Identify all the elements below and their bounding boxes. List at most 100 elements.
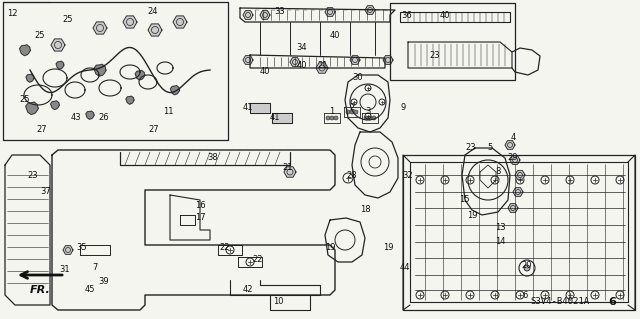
- Text: 23: 23: [466, 144, 476, 152]
- Text: 11: 11: [163, 108, 173, 116]
- Polygon shape: [365, 6, 375, 14]
- Text: 30: 30: [353, 73, 364, 83]
- Text: 16: 16: [195, 201, 205, 210]
- Text: 27: 27: [148, 125, 159, 135]
- Text: 13: 13: [495, 224, 506, 233]
- Polygon shape: [260, 11, 270, 19]
- Text: 2: 2: [349, 103, 355, 113]
- Text: 19: 19: [467, 211, 477, 219]
- Text: 23: 23: [429, 50, 440, 60]
- Text: 23: 23: [28, 170, 38, 180]
- Polygon shape: [123, 16, 137, 28]
- Text: 42: 42: [243, 286, 253, 294]
- Polygon shape: [93, 22, 107, 34]
- Text: 19: 19: [324, 243, 335, 253]
- Polygon shape: [49, 99, 61, 111]
- Text: 34: 34: [297, 43, 307, 53]
- Text: 12: 12: [7, 10, 17, 19]
- Text: 21: 21: [317, 61, 328, 70]
- Text: 32: 32: [403, 170, 413, 180]
- Text: 44: 44: [400, 263, 410, 272]
- Polygon shape: [383, 56, 393, 64]
- Polygon shape: [350, 56, 360, 64]
- Text: 25: 25: [63, 16, 73, 25]
- Text: 22: 22: [253, 256, 263, 264]
- Polygon shape: [170, 85, 180, 95]
- Text: 41: 41: [243, 103, 253, 113]
- Circle shape: [346, 110, 350, 114]
- Polygon shape: [19, 45, 31, 56]
- Text: 28: 28: [347, 170, 357, 180]
- Text: 26: 26: [99, 114, 109, 122]
- Text: 20: 20: [522, 261, 532, 270]
- Text: 1: 1: [330, 108, 335, 116]
- Text: 6: 6: [522, 291, 528, 300]
- Polygon shape: [325, 8, 335, 16]
- Text: 25: 25: [35, 32, 45, 41]
- Text: 19: 19: [383, 243, 393, 253]
- Polygon shape: [290, 58, 300, 66]
- Text: 14: 14: [495, 238, 505, 247]
- Text: 15: 15: [459, 196, 469, 204]
- Circle shape: [354, 110, 358, 114]
- Text: 18: 18: [360, 205, 371, 214]
- Polygon shape: [86, 111, 95, 119]
- Circle shape: [364, 116, 368, 120]
- Text: 43: 43: [70, 114, 81, 122]
- Text: 39: 39: [99, 278, 109, 286]
- Polygon shape: [95, 65, 106, 75]
- Text: 45: 45: [84, 286, 95, 294]
- Text: 38: 38: [207, 153, 218, 162]
- Text: 40: 40: [440, 11, 451, 19]
- Text: 27: 27: [36, 125, 47, 135]
- Text: 8: 8: [495, 167, 500, 176]
- Polygon shape: [126, 96, 134, 104]
- Text: 22: 22: [220, 243, 230, 253]
- Text: 41: 41: [269, 114, 280, 122]
- Circle shape: [372, 116, 376, 120]
- Circle shape: [326, 116, 330, 120]
- Text: 5: 5: [488, 144, 493, 152]
- Polygon shape: [284, 167, 296, 177]
- Polygon shape: [173, 16, 187, 28]
- Polygon shape: [272, 113, 292, 123]
- Text: 36: 36: [402, 11, 412, 19]
- Text: 7: 7: [92, 263, 98, 272]
- Text: 10: 10: [273, 298, 284, 307]
- Polygon shape: [27, 103, 37, 113]
- Text: FR.: FR.: [29, 285, 51, 295]
- Text: 9: 9: [401, 103, 406, 113]
- Text: S3V4-B4021A: S3V4-B4021A: [531, 298, 589, 307]
- Polygon shape: [508, 204, 518, 212]
- Text: 29: 29: [508, 153, 518, 162]
- Polygon shape: [515, 171, 525, 179]
- Polygon shape: [24, 73, 36, 84]
- Text: 31: 31: [60, 265, 70, 275]
- Polygon shape: [250, 103, 270, 113]
- Text: 35: 35: [77, 243, 87, 253]
- Text: 25: 25: [20, 95, 30, 105]
- Polygon shape: [148, 24, 162, 36]
- Text: 33: 33: [275, 8, 285, 17]
- Polygon shape: [316, 63, 328, 73]
- Polygon shape: [505, 141, 515, 149]
- Polygon shape: [510, 156, 520, 164]
- Text: 37: 37: [40, 188, 51, 197]
- Polygon shape: [63, 246, 73, 254]
- Text: 3: 3: [365, 108, 371, 116]
- Text: 21: 21: [283, 164, 293, 173]
- Circle shape: [524, 265, 530, 271]
- Polygon shape: [54, 59, 67, 72]
- Polygon shape: [51, 39, 65, 51]
- Polygon shape: [243, 56, 253, 64]
- Text: 40: 40: [330, 31, 340, 40]
- Text: 24: 24: [148, 8, 158, 17]
- Circle shape: [330, 116, 334, 120]
- Polygon shape: [243, 11, 253, 19]
- Text: 40: 40: [260, 68, 270, 77]
- Polygon shape: [134, 69, 147, 81]
- Circle shape: [334, 116, 338, 120]
- Text: 4: 4: [510, 133, 516, 143]
- Polygon shape: [513, 188, 523, 196]
- Text: 40: 40: [297, 61, 307, 70]
